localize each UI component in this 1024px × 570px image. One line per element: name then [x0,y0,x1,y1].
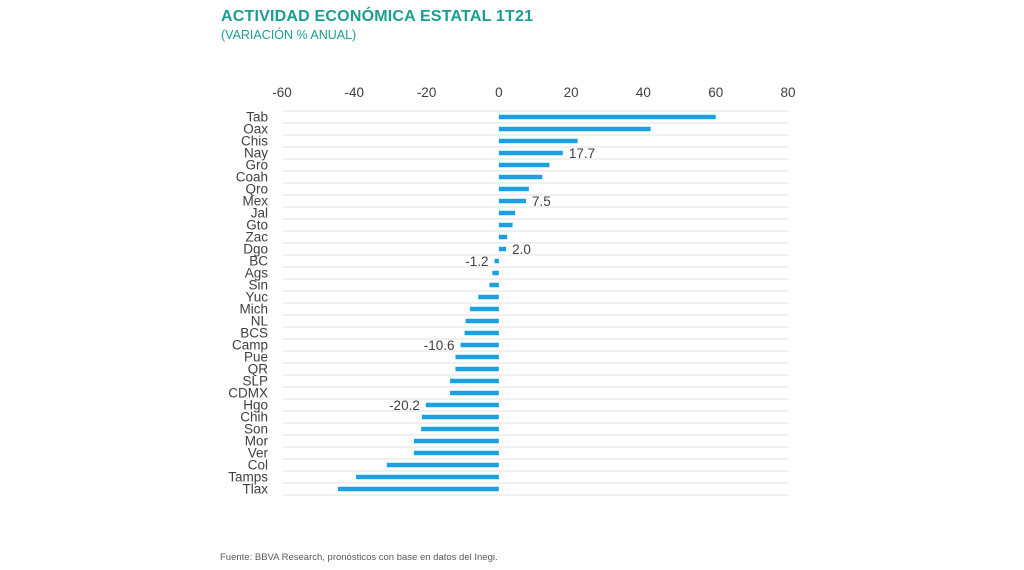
category-label: Chih [240,410,268,425]
bar [421,414,499,420]
bar [460,342,499,348]
bar [498,162,550,168]
category-label: Tlax [242,482,268,497]
category-label: SLP [242,374,268,389]
x-tick-label: -40 [345,85,365,100]
category-label: Zac [245,230,268,245]
category-label: Gto [246,218,268,233]
bar [494,258,499,264]
bar [498,138,578,144]
bar [413,450,499,456]
category-label: Camp [232,338,268,353]
category-label: Son [244,422,268,437]
category-label: BC [249,254,268,269]
category-label: BCS [240,326,268,341]
bar [498,150,563,156]
bar [386,462,499,468]
category-label: Gro [245,158,268,173]
x-tick-label: 20 [564,85,579,100]
data-label: 17.7 [569,146,595,161]
data-label: 2.0 [512,242,531,257]
bar [498,234,508,240]
category-label: CDMX [228,386,268,401]
x-tick-label: -60 [272,85,292,100]
bar [478,294,499,300]
category-label: Tab [246,110,268,125]
category-label: Hgo [243,398,268,413]
x-tick-label: 0 [495,85,503,100]
category-label: Col [248,458,268,473]
x-tick-label: 40 [636,85,651,100]
bar [450,390,499,396]
bar [465,318,499,324]
data-label: -1.2 [465,254,488,269]
bar [498,126,651,132]
category-label: Qro [245,182,268,197]
bar [464,330,499,336]
category-label: Yuc [245,290,268,305]
category-label: Tamps [228,470,268,485]
bar [425,402,499,408]
category-label: Dgo [243,242,268,257]
bar [498,198,526,204]
bar [450,378,499,384]
data-label: -10.6 [424,338,455,353]
bar [489,282,499,288]
category-label: Ver [248,446,269,461]
category-label: Ags [245,266,269,281]
x-tick-label: -20 [417,85,437,100]
category-label: Sin [248,278,268,293]
data-label: 7.5 [532,194,551,209]
bar [413,438,499,444]
bar [338,486,499,492]
bar [455,354,499,360]
bar [498,246,507,252]
category-label: Jal [251,206,268,221]
category-label: NL [251,314,269,329]
bar [498,210,516,216]
category-label: Mich [239,302,268,317]
x-tick-label: 80 [780,85,795,100]
category-label: Coah [236,170,268,185]
category-label: QR [248,362,269,377]
bar [498,186,529,192]
bar [498,174,543,180]
bar [455,366,499,372]
bar [498,114,716,120]
category-label: Mor [245,434,269,449]
category-label: Nay [244,146,268,161]
bar [421,426,499,432]
category-label: Chis [241,134,268,149]
chart-title: ACTIVIDAD ECONÓMICA ESTATAL 1T21 [221,8,534,25]
bar [498,222,513,228]
data-label: -20.2 [389,398,420,413]
bar [356,474,499,480]
x-tick-label: 60 [708,85,723,100]
bar [469,306,499,312]
category-label: Pue [244,350,268,365]
category-label: Mex [242,194,268,209]
bar [492,270,499,276]
category-label: Oax [243,122,268,137]
source-note: Fuente: BBVA Research, pronósticos con b… [220,552,498,563]
chart-subtitle: (VARIACIÓN % ANUAL) [221,28,357,42]
